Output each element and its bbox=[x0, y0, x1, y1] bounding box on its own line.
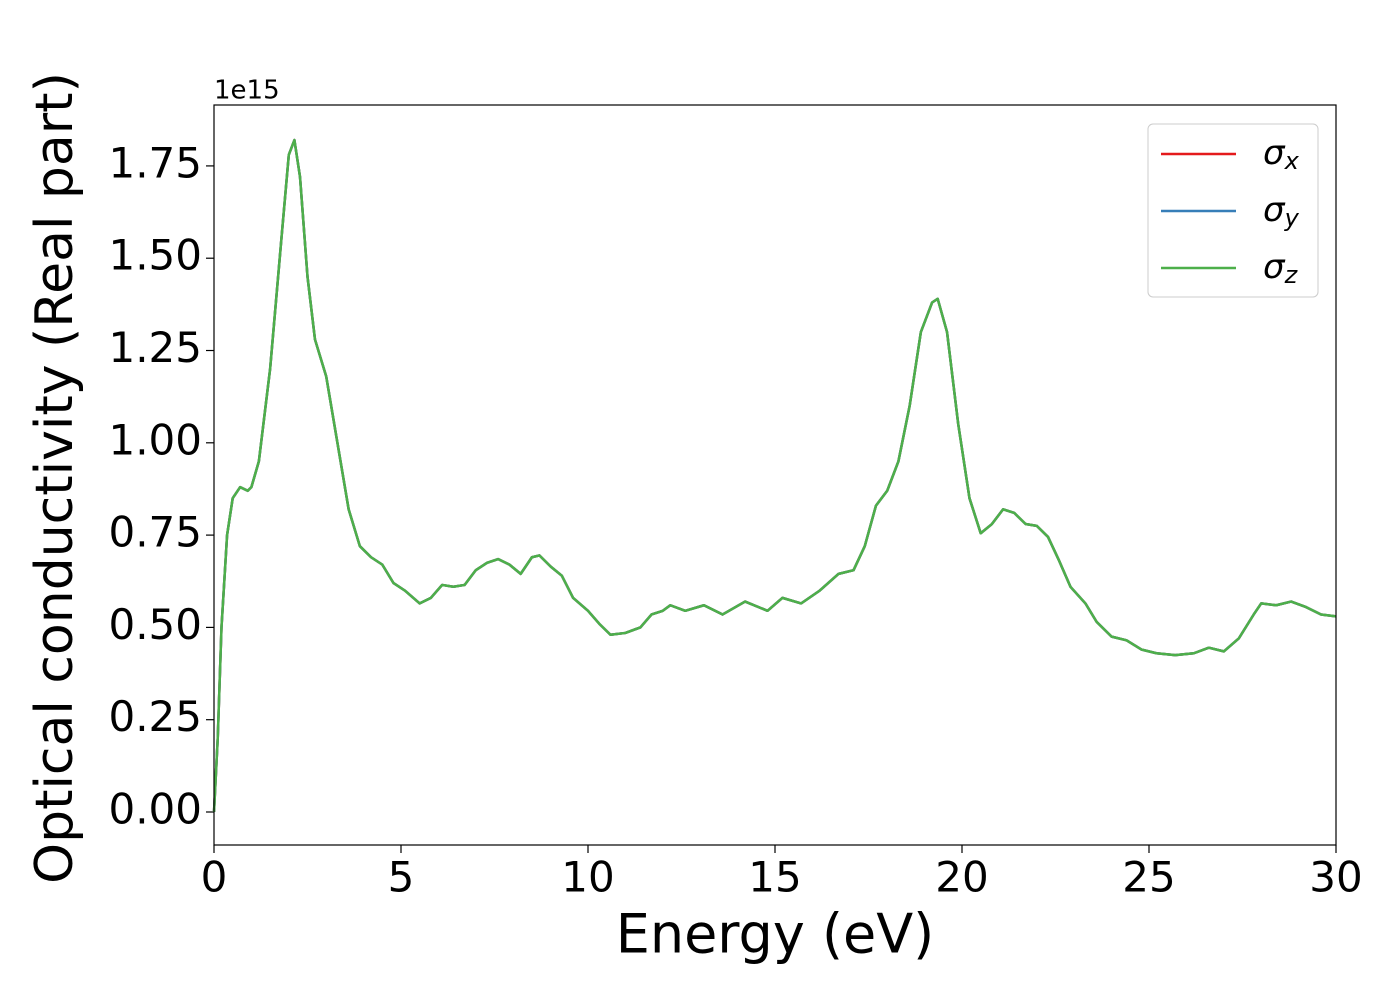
x-tick-label: 0 bbox=[201, 853, 228, 902]
x-tick-label: 15 bbox=[748, 853, 801, 902]
x-tick-label: 10 bbox=[561, 853, 614, 902]
y-tick-label: 0.25 bbox=[108, 692, 202, 741]
x-tick-label: 25 bbox=[1122, 853, 1175, 902]
x-tick-label: 20 bbox=[935, 853, 988, 902]
y-tick-label: 1.50 bbox=[108, 231, 202, 280]
y-tick-label: 0.75 bbox=[108, 508, 202, 557]
legend: σx σy σz bbox=[1147, 123, 1319, 298]
legend-label: σy bbox=[1263, 190, 1300, 233]
plot-frame bbox=[213, 104, 1337, 846]
x-tick-label: 5 bbox=[388, 853, 415, 902]
x-tick-label: 30 bbox=[1309, 853, 1362, 902]
y-offset-text: 1e15 bbox=[214, 76, 280, 106]
y-tick-label: 0.50 bbox=[108, 600, 202, 649]
data-line bbox=[212, 138, 1337, 813]
legend-label: σz bbox=[1263, 247, 1299, 290]
y-axis-label: Optical conductivity (Real part) bbox=[25, 72, 85, 884]
x-axis-label: Energy (eV) bbox=[616, 903, 935, 966]
y-tick-label: 1.00 bbox=[108, 415, 202, 464]
legend-label: σx bbox=[1263, 133, 1300, 176]
y-tick-label: 0.00 bbox=[108, 784, 202, 833]
y-tick-label: 1.25 bbox=[108, 323, 202, 372]
y-tick-label: 1.75 bbox=[108, 138, 202, 187]
